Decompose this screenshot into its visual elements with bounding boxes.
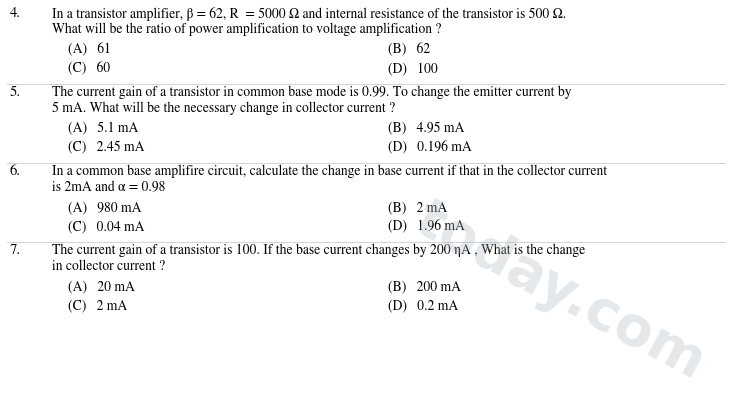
Text: (A)   5.1 mA: (A) 5.1 mA: [68, 122, 138, 136]
Text: In a transistor amplifier, β = 62, Rₗ = 5000 Ω and internal resistance of the tr: In a transistor amplifier, β = 62, Rₗ = …: [52, 7, 567, 21]
Text: (B)   200 mA: (B) 200 mA: [388, 280, 461, 293]
Text: What will be the ratio of power amplification to voltage amplification ?: What will be the ratio of power amplific…: [52, 23, 441, 36]
Text: 5 mA. What will be the necessary change in collector current ?: 5 mA. What will be the necessary change …: [52, 101, 395, 115]
Text: (B)   2 mA: (B) 2 mA: [388, 201, 447, 214]
Text: 7.: 7.: [10, 244, 21, 258]
Text: (A)   61: (A) 61: [68, 43, 111, 56]
Text: is 2mA and α = 0.98: is 2mA and α = 0.98: [52, 180, 165, 194]
Text: (D)   1.96 mA: (D) 1.96 mA: [388, 220, 465, 233]
Text: today.com: today.com: [406, 193, 714, 391]
Text: (D)   0.196 mA: (D) 0.196 mA: [388, 140, 471, 154]
Text: The current gain of a transistor is 100. If the base current changes by 200 ηA ,: The current gain of a transistor is 100.…: [52, 244, 586, 258]
Text: (A)   980 mA: (A) 980 mA: [68, 201, 141, 214]
Text: (D)   100: (D) 100: [388, 61, 438, 75]
Text: 4.: 4.: [10, 7, 21, 20]
Text: (C)   2 mA: (C) 2 mA: [68, 299, 127, 312]
Text: (D)   0.2 mA: (D) 0.2 mA: [388, 299, 458, 312]
Text: (A)   20 mA: (A) 20 mA: [68, 280, 135, 293]
Text: In a common base amplifire circuit, calculate the change in base current if that: In a common base amplifire circuit, calc…: [52, 165, 607, 178]
Text: (C)   2.45 mA: (C) 2.45 mA: [68, 140, 144, 154]
Text: The current gain of a transistor in common base mode is 0.99. To change the emit: The current gain of a transistor in comm…: [52, 86, 572, 99]
Text: (C)   0.04 mA: (C) 0.04 mA: [68, 220, 144, 233]
Text: 6.: 6.: [10, 165, 21, 178]
Text: in collector current ?: in collector current ?: [52, 260, 165, 273]
Text: 5.: 5.: [10, 86, 21, 99]
Text: (B)   62: (B) 62: [388, 43, 430, 56]
Text: (C)   60: (C) 60: [68, 61, 110, 75]
Text: (B)   4.95 mA: (B) 4.95 mA: [388, 122, 464, 136]
